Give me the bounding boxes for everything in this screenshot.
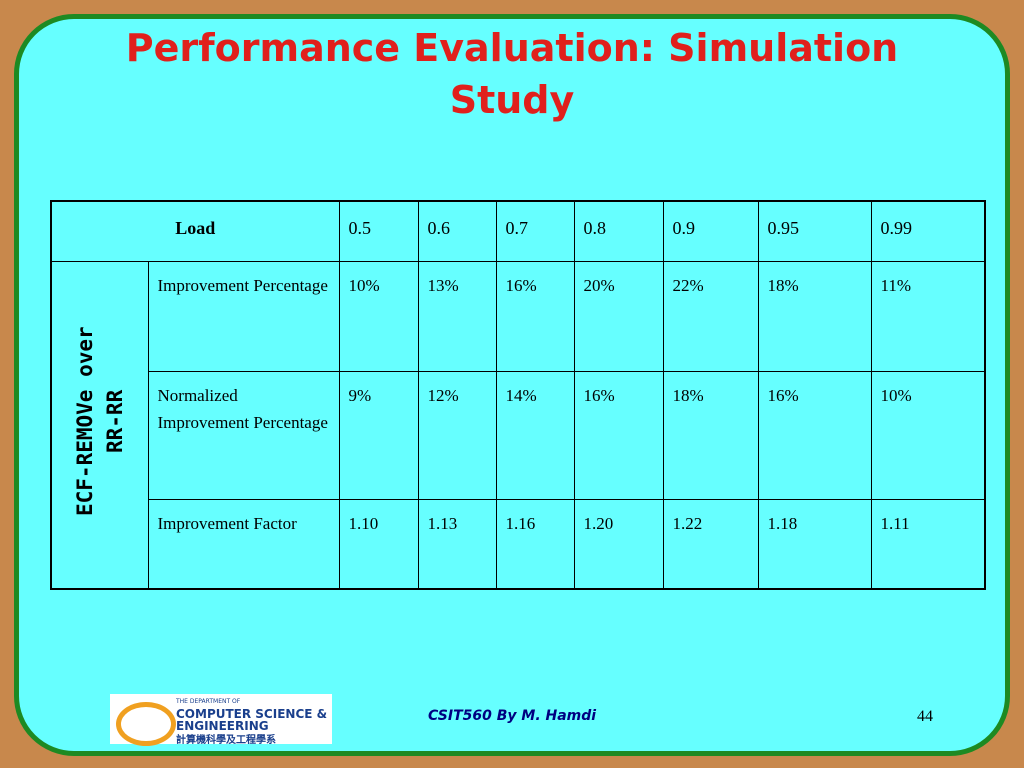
- value-cell: 1.10: [338, 498, 419, 590]
- results-table: Load 0.5 0.6 0.7 0.8 0.9 0.95 0.99 ECF-REMOVe ov…: [50, 200, 986, 590]
- page-number: 44: [917, 708, 933, 725]
- logo-text: COMPUTER SCIENCE &: [176, 707, 328, 721]
- logo-text: ENGINEERING: [176, 719, 269, 733]
- value-cell: 16%: [757, 370, 872, 500]
- value-cell: 12%: [417, 370, 497, 500]
- footer-credit: CSIT560 By M. Hamdi: [428, 708, 597, 724]
- value-cell: 1.22: [662, 498, 759, 590]
- value-cell: 10%: [338, 260, 419, 372]
- value-cell: 10%: [870, 370, 986, 500]
- value-cell: 16%: [495, 260, 575, 372]
- title: Performance Evaluation: Simulation Study: [0, 22, 1024, 126]
- logo-text: 計算機科學及工程學系: [176, 735, 276, 746]
- group-cell: ECF-REMOVe over RR-RR: [50, 260, 149, 590]
- data-row: Normalized Improvement Percentage 9% 12% 14…: [51, 370, 986, 500]
- load-cell: 0.8: [573, 200, 664, 262]
- value-cell: 9%: [338, 370, 419, 500]
- value-cell: 20%: [573, 260, 664, 372]
- group-label: ECF-REMOVe over RR-RR: [72, 325, 127, 516]
- value-cell: 18%: [757, 260, 872, 372]
- row-label: Normalized Improvement Percentage: [147, 370, 340, 500]
- load-cell: 0.99: [870, 200, 986, 262]
- value-cell: 18%: [662, 370, 759, 500]
- department-logo: THE DEPARTMENT OF COMPUTER SCIENCE & ENGIN…: [110, 694, 332, 746]
- load-cell: 0.5: [338, 200, 419, 262]
- title-text: Performance Evaluation: Simulation Study: [125, 26, 899, 122]
- value-cell: 13%: [417, 260, 497, 372]
- value-cell: 1.11: [870, 498, 986, 590]
- value-cell: 16%: [573, 370, 664, 500]
- value-cell: 14%: [495, 370, 575, 500]
- data-row: ECF-REMOVe over RR-RR Improvement Percent…: [50, 260, 986, 590]
- value-cell: 1.16: [495, 498, 575, 590]
- value-cell: 1.20: [573, 498, 664, 590]
- value-cell: 1.18: [757, 498, 872, 590]
- load-cell: 0.95: [757, 200, 872, 262]
- value-cell: 11%: [870, 260, 986, 372]
- value-cell: 1.13: [417, 498, 497, 590]
- value-cell: 22%: [662, 260, 759, 372]
- corner-cell: Load: [50, 200, 340, 262]
- load-cell: 0.9: [662, 200, 759, 262]
- load-cell: 0.7: [495, 200, 575, 262]
- load-cell: 0.6: [417, 200, 497, 262]
- row-label: Improvement Percentage: [147, 260, 340, 372]
- row-label: Improvement Factor: [147, 498, 340, 590]
- header-row: Load 0.5 0.6 0.7 0.8 0.9 0.95 0.99: [50, 200, 986, 262]
- logo-text: THE DEPARTMENT OF: [176, 698, 241, 705]
- data-row: Improvement Factor 1.10 1.13 1.16 1.20 1.22 1.…: [51, 498, 986, 590]
- logo-emblem: [116, 702, 176, 746]
